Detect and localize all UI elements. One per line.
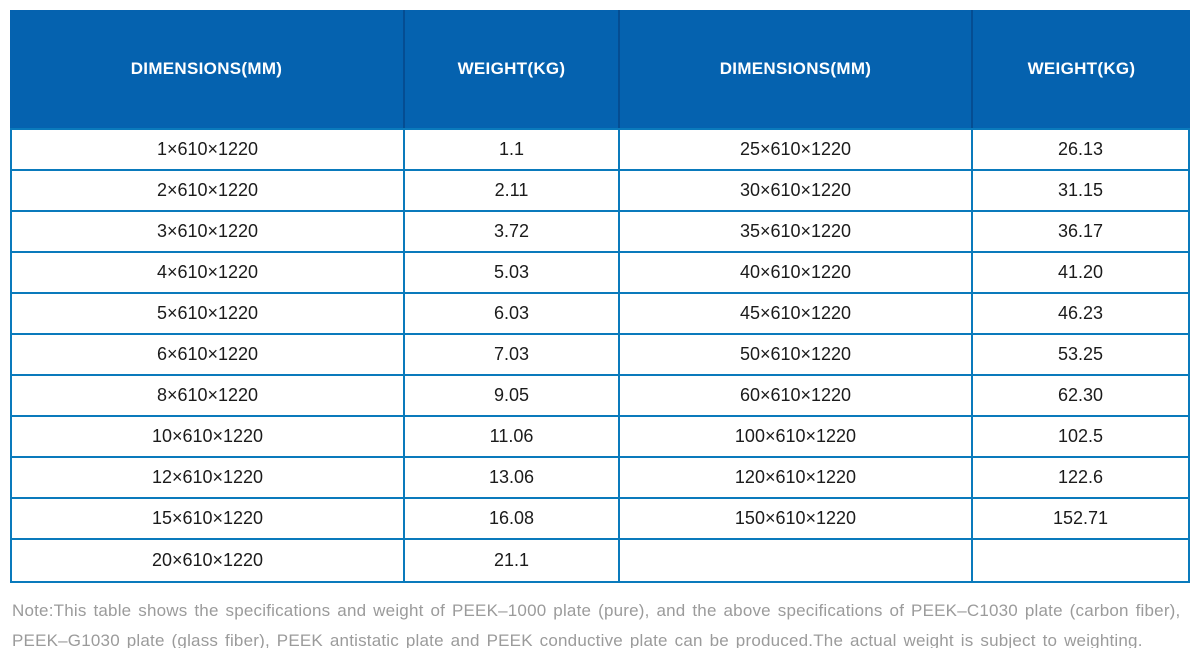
table-cell: 25×610×1220 [620, 130, 973, 169]
column-header-weight-right: WEIGHT(KG) [1027, 59, 1136, 78]
spec-table: DIMENSIONS(MM) WEIGHT(KG) DIMENSIONS(MM)… [10, 10, 1190, 583]
table-cell: 3.72 [405, 212, 620, 251]
table-cell: 6×610×1220 [12, 335, 405, 374]
table-row: 20×610×1220 21.1 [12, 540, 1188, 581]
table-cell: 8×610×1220 [12, 376, 405, 415]
note-text: Note:This table shows the specifications… [12, 601, 1181, 648]
table-cell: 53.25 [1057, 344, 1104, 364]
table-cell: 3×610×1220 [12, 212, 405, 251]
table-cell: 100×610×1220 [620, 417, 973, 456]
table-cell: 62.30 [1057, 385, 1104, 405]
table-cell: 5×610×1220 [12, 294, 405, 333]
table-row: 10×610×1220 11.06 100×610×1220 102.5 [12, 417, 1188, 458]
table-row: 15×610×1220 16.08 150×610×1220 152.71 [12, 499, 1188, 540]
table-row: 1×610×1220 1.1 25×610×1220 26.13 [12, 130, 1188, 171]
table-cell: 50×610×1220 [620, 335, 973, 374]
table-row: 3×610×1220 3.72 35×610×1220 36.17 [12, 212, 1188, 253]
column-header-dimensions-left: DIMENSIONS(MM) [10, 10, 405, 128]
table-cell: 13.06 [405, 458, 620, 497]
table-cell: 60×610×1220 [620, 376, 973, 415]
table-cell: 10×610×1220 [12, 417, 405, 456]
table-cell: 150×610×1220 [620, 499, 973, 538]
table-header-row: DIMENSIONS(MM) WEIGHT(KG) DIMENSIONS(MM)… [10, 10, 1190, 128]
table-cell: 11.06 [405, 417, 620, 456]
column-header-weight-left: WEIGHT(KG) [405, 10, 620, 128]
table-cell: 15×610×1220 [12, 499, 405, 538]
table-cell: 35×610×1220 [620, 212, 973, 251]
table-cell: 4×610×1220 [12, 253, 405, 292]
table-cell: 1×610×1220 [12, 130, 405, 169]
table-cell: 1.1 [405, 130, 620, 169]
table-cell: 40×610×1220 [620, 253, 973, 292]
table-cell: 16.08 [405, 499, 620, 538]
table-cell: 5.03 [405, 253, 620, 292]
table-cell: 26.13 [1057, 139, 1104, 159]
table-row: 12×610×1220 13.06 120×610×1220 122.6 [12, 458, 1188, 499]
table-cell: 12×610×1220 [12, 458, 405, 497]
table-cell: 36.17 [1057, 221, 1104, 241]
table-row: 8×610×1220 9.05 60×610×1220 62.30 [12, 376, 1188, 417]
table-cell: 152.71 [1052, 508, 1109, 528]
table-cell: 45×610×1220 [620, 294, 973, 333]
table-body: 1×610×1220 1.1 25×610×1220 26.13 2×610×1220 2… [10, 128, 1190, 583]
table-cell: 7.03 [405, 335, 620, 374]
table-row: 4×610×1220 5.03 40×610×1220 41.20 [12, 253, 1188, 294]
table-cell [620, 540, 973, 581]
table-cell: 122.6 [1057, 467, 1104, 487]
table-cell: 21.1 [405, 540, 620, 581]
table-cell: 2×610×1220 [12, 171, 405, 210]
table-cell: 30×610×1220 [620, 171, 973, 210]
table-cell: 2.11 [405, 171, 620, 210]
table-row: 6×610×1220 7.03 50×610×1220 53.25 [12, 335, 1188, 376]
column-header-dimensions-right: DIMENSIONS(MM) [620, 10, 973, 128]
table-cell: 9.05 [405, 376, 620, 415]
table-cell: 46.23 [1057, 303, 1104, 323]
table-row: 5×610×1220 6.03 45×610×1220 46.23 [12, 294, 1188, 335]
table-row: 2×610×1220 2.11 30×610×1220 31.15 [12, 171, 1188, 212]
table-cell: 102.5 [1057, 426, 1104, 446]
table-cell: 120×610×1220 [620, 458, 973, 497]
table-cell: 6.03 [405, 294, 620, 333]
table-cell [973, 540, 1188, 581]
table-cell: 31.15 [1057, 180, 1104, 200]
table-cell: 41.20 [1057, 262, 1104, 282]
table-cell: 20×610×1220 [12, 540, 405, 581]
